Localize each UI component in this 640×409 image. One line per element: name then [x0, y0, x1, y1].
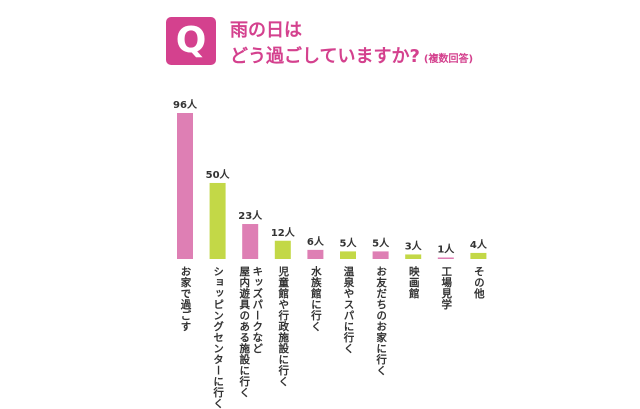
question-title-line2: どう過ごしていますか? (複数回答): [230, 42, 473, 68]
bar-chart: 96人 50人 23人 12人 6人 5人 5人 3人 1人 4人: [173, 98, 488, 259]
bar-2: [209, 182, 226, 259]
bar-7: [372, 251, 389, 259]
value-label-1: 96人: [173, 98, 198, 111]
category-label-1: お家で過ごす: [179, 266, 192, 332]
bar-4: [274, 240, 291, 259]
category-label-4: 児童館や行政施設に行く: [276, 266, 289, 387]
category-label-line: 児童館や行政施設に行く: [277, 266, 290, 387]
bar-9: [437, 257, 454, 259]
multiple-answer-note: (複数回答): [423, 54, 474, 65]
question-title-line1: 雨の日は: [230, 20, 302, 41]
value-label-2: 50人: [206, 168, 231, 181]
category-label-line: その他: [472, 266, 485, 299]
value-label-8: 3人: [405, 239, 423, 252]
value-label-10: 4人: [470, 238, 488, 251]
question-mark: Q: [175, 20, 207, 61]
bar-8: [405, 254, 422, 259]
category-label-2: ショッピングセンターに行く: [211, 266, 224, 409]
value-label-4: 12人: [271, 226, 296, 239]
category-label-8: 映画館: [407, 266, 420, 299]
category-label-10: その他: [472, 266, 485, 299]
value-label-5: 6人: [307, 235, 325, 248]
bar-1: [177, 113, 193, 259]
category-label-line: 工場見学: [440, 266, 453, 310]
category-label-6: 温泉やスパに行く: [342, 266, 355, 354]
question-badge: Q: [166, 17, 216, 65]
category-label-line: お家で過ごす: [179, 266, 192, 332]
category-label-line: お友だちのお家に行く: [375, 266, 388, 376]
bar-5: [307, 249, 324, 259]
category-label-line: 映画館: [407, 266, 420, 299]
value-label-7: 5人: [372, 236, 390, 249]
question-title-text: どう過ごしていますか?: [230, 46, 420, 67]
category-label-line: 屋内遊具のある施設に行く: [238, 266, 251, 398]
category-label-line: 温泉やスパに行く: [342, 266, 355, 354]
value-label-3: 23人: [238, 209, 263, 222]
bar-10: [470, 252, 487, 259]
category-label-7: お友だちのお家に行く: [374, 266, 387, 376]
bar-3: [242, 224, 259, 259]
value-label-9: 1人: [437, 242, 455, 255]
category-label-line: ショッピングセンターに行く: [212, 266, 225, 409]
category-label-line: 水族館に行く: [309, 266, 322, 332]
category-label-line: キッズパークなど: [251, 266, 264, 354]
value-label-6: 5人: [340, 236, 358, 249]
category-label-9: 工場見学: [439, 266, 452, 310]
category-label-5: 水族館に行く: [309, 266, 322, 332]
category-label-3: キッズパークなど 屋内遊具のある施設に行く: [237, 266, 263, 398]
bar-6: [340, 251, 356, 259]
